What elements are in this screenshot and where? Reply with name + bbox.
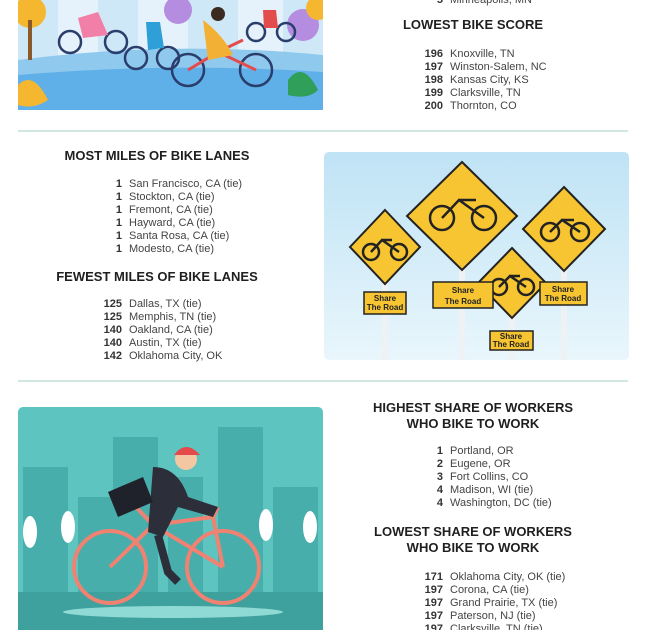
city-name: Oakland, CA (tie): [129, 324, 213, 336]
city-name: Memphis, TN (tie): [129, 311, 217, 323]
rank: 200: [424, 100, 443, 112]
city-name: Winston-Salem, NC: [450, 61, 547, 73]
rank: 198: [424, 74, 443, 86]
rank: 4: [436, 497, 443, 509]
city-name: Knoxville, TN: [450, 48, 515, 60]
rank: 171: [424, 571, 443, 583]
rank: 3: [436, 471, 443, 483]
sign-text: The Road: [545, 294, 582, 303]
rank: 2: [436, 458, 443, 470]
rank: 1: [115, 230, 122, 242]
city-name: Washington, DC (tie): [450, 497, 552, 509]
rank: 5: [436, 0, 443, 6]
city-name: San Francisco, CA (tie): [129, 178, 243, 190]
city-name: Paterson, NJ (tie): [450, 610, 536, 622]
divider: [18, 380, 628, 382]
city-name: Hayward, CA (tie): [129, 217, 216, 229]
rank: 196: [424, 48, 443, 60]
commuter-illustration: [18, 407, 323, 630]
city-name: Eugene, OR: [450, 458, 511, 470]
rank: 1: [115, 178, 122, 190]
city-name: Kansas City, KS: [450, 74, 529, 86]
city-name: Grand Prairie, TX (tie): [450, 597, 558, 609]
city-name: Fort Collins, CO: [450, 471, 529, 483]
city-name: Corona, CA (tie): [450, 584, 529, 596]
rank: 1: [115, 204, 122, 216]
city-name: Dallas, TX (tie): [129, 298, 202, 310]
city-name: Austin, TX (tie): [129, 337, 202, 349]
section-title: LOWEST SHARE OF WORKERS: [374, 524, 572, 539]
rank: 1: [115, 243, 122, 255]
rank: 140: [103, 337, 122, 349]
rank: 1: [436, 445, 443, 457]
city-name: Portland, OR: [450, 445, 514, 457]
rank: 197: [424, 61, 443, 73]
sign-text: Share: [552, 285, 575, 294]
section-title: WHO BIKE TO WORK: [406, 416, 540, 431]
rank: 142: [103, 350, 122, 362]
rank: 140: [103, 324, 122, 336]
city-name: Oklahoma City, OK (tie): [450, 571, 566, 583]
section-title: HIGHEST SHARE OF WORKERS: [372, 400, 574, 415]
city-name: Santa Rosa, CA (tie): [129, 230, 230, 242]
city-name: Oklahoma City, OK: [129, 350, 223, 362]
city-name: Minneapolis, MN: [450, 0, 532, 6]
city-name: Thornton, CO: [450, 100, 517, 112]
rank: 197: [424, 597, 443, 609]
sign-text: Share: [374, 294, 397, 303]
sign-text: Share: [452, 286, 475, 295]
rank: 1: [115, 191, 122, 203]
rank: 197: [424, 584, 443, 596]
sign-text: The Road: [445, 297, 482, 306]
sign-text: The Road: [493, 340, 530, 349]
rank: 197: [424, 610, 443, 622]
section-title: LOWEST BIKE SCORE: [402, 17, 544, 32]
city-name: Clarksville, TN: [450, 87, 521, 99]
park-illustration: [18, 0, 323, 110]
divider: [18, 130, 628, 132]
rank: 1: [115, 217, 122, 229]
sign-text: The Road: [367, 303, 404, 312]
section-title: FEWEST MILES OF BIKE LANES: [56, 269, 258, 284]
rank: 199: [424, 87, 443, 99]
rank: 125: [103, 298, 122, 310]
city-name: Clarksville, TN (tie): [450, 623, 543, 630]
rank: 4: [436, 484, 443, 496]
section-title: WHO BIKE TO WORK: [406, 540, 540, 555]
city-name: Modesto, CA (tie): [129, 243, 214, 255]
rank: 197: [424, 623, 443, 630]
rank: 125: [103, 311, 122, 323]
city-name: Stockton, CA (tie): [129, 191, 215, 203]
city-name: Madison, WI (tie): [450, 484, 534, 496]
section-title: MOST MILES OF BIKE LANES: [64, 148, 250, 163]
city-name: Fremont, CA (tie): [129, 204, 213, 216]
sign-text: Share: [500, 332, 523, 341]
